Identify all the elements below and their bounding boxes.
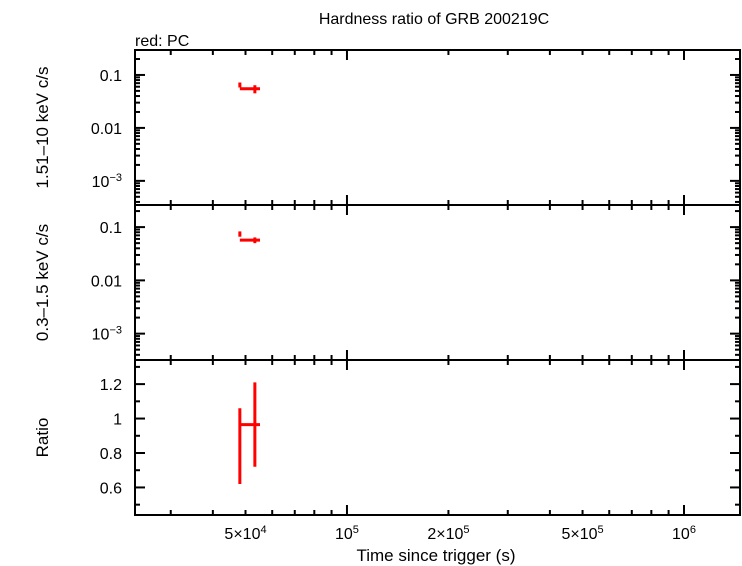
y-tick-label: 10−3 [92, 325, 122, 344]
data-point-ratio-1 [239, 382, 260, 467]
y-tick-label: 0.1 [100, 220, 122, 237]
panel-frame-hard [134, 49, 741, 206]
y-axis-label-ratio: Ratio [33, 418, 52, 458]
panel-frame-soft [134, 204, 741, 361]
panel-frame-ratio [134, 359, 741, 516]
x-tick-label: 105 [335, 524, 359, 543]
x-tick-label: 2×105 [427, 524, 469, 543]
data-point-ratio-0 [238, 408, 242, 484]
y-axis-label-hard: 1.51–10 keV c/s [33, 67, 52, 189]
y-tick-label: 1.2 [100, 377, 122, 394]
y-tick-label: 0.6 [100, 480, 122, 497]
x-axis-label: Time since trigger (s) [356, 546, 515, 565]
data-point-hard-1 [239, 85, 260, 94]
y-tick-label: 0.01 [91, 273, 122, 290]
data-point-soft-0 [238, 231, 242, 237]
y-tick-label: 10−3 [92, 172, 122, 191]
y-tick-label: 0.8 [100, 446, 122, 463]
x-tick-label: 5×105 [561, 524, 603, 543]
y-axis-label-soft: 0.3–1.5 keV c/s [33, 224, 52, 341]
x-tick-label: 5×104 [224, 524, 266, 543]
data-point-hard-0 [238, 82, 242, 88]
y-tick-label: 0.1 [100, 68, 122, 85]
data-point-soft-1 [239, 237, 260, 244]
legend-note: red: PC [135, 33, 189, 50]
y-tick-label: 1 [113, 412, 122, 429]
y-tick-label: 0.01 [91, 121, 122, 138]
x-tick-label: 106 [672, 524, 696, 543]
chart-title: Hardness ratio of GRB 200219C [319, 11, 549, 28]
